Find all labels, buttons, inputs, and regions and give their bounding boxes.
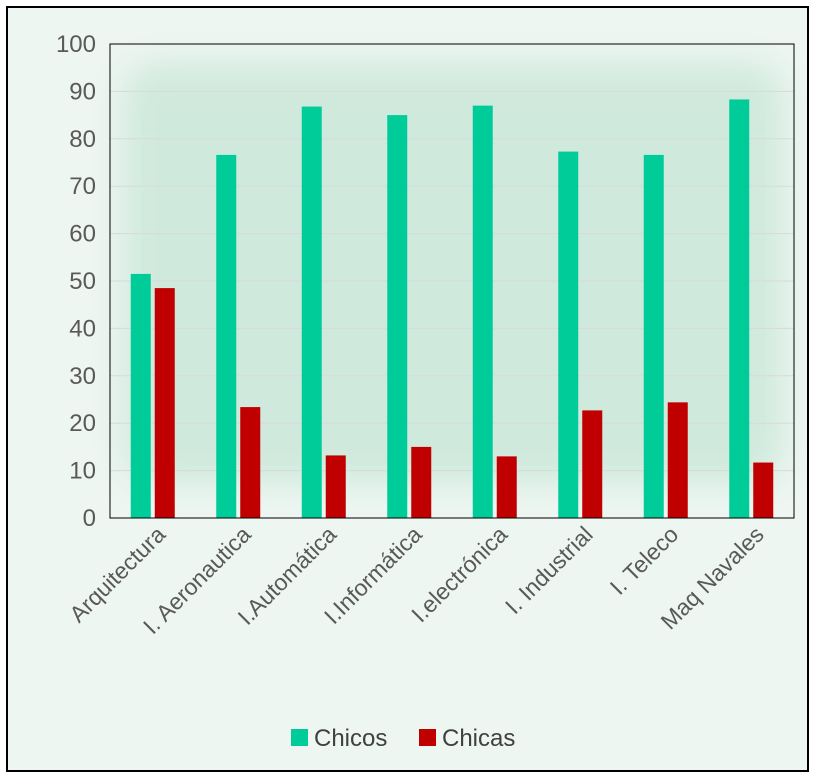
legend-swatch-chicas — [419, 729, 436, 746]
bar-chicos-2 — [301, 106, 322, 519]
bar-chicas-7 — [753, 462, 774, 518]
bar-chicas-4 — [496, 456, 517, 518]
y-tick-label: 100 — [56, 31, 96, 58]
legend-label-chicas: Chicas — [442, 725, 515, 752]
y-tick-labels: 0 10 20 30 40 50 60 70 80 90 100 — [56, 31, 96, 532]
y-tick-label: 10 — [69, 458, 96, 485]
chart-frame: 0 10 20 30 40 50 60 70 80 90 100 Arquitectura I. Ae… — [6, 6, 809, 772]
bar-chicos-0 — [130, 273, 151, 518]
bar-chicos-1 — [216, 154, 237, 518]
bar-chicas-5 — [582, 410, 603, 518]
bar-chicas-6 — [667, 402, 688, 518]
bar-chicos-7 — [729, 99, 750, 518]
y-tick-label: 0 — [83, 505, 96, 532]
bar-chicas-3 — [411, 446, 432, 518]
legend-label-chicos: Chicos — [314, 725, 387, 752]
bars — [130, 99, 774, 519]
bar-chicos-3 — [387, 115, 408, 518]
bar-chicos-6 — [643, 154, 664, 518]
y-tick-label: 40 — [69, 315, 96, 342]
y-tick-label: 50 — [69, 268, 96, 295]
legend: Chicos Chicas — [291, 725, 515, 752]
bar-chicas-1 — [240, 407, 261, 518]
bar-chicos-5 — [558, 151, 579, 518]
y-tick-label: 90 — [69, 78, 96, 105]
legend-swatch-chicos — [291, 729, 308, 746]
y-tick-label: 60 — [69, 221, 96, 248]
plot-border — [109, 43, 795, 519]
bar-chicos-4 — [472, 105, 493, 519]
x-tick-label: I. Teleco — [605, 521, 684, 600]
y-tick-label: 80 — [69, 126, 96, 153]
bar-chicas-0 — [154, 288, 175, 518]
plot-area-glow — [123, 63, 783, 483]
y-tick-label: 30 — [69, 363, 96, 390]
y-tick-label: 70 — [69, 173, 96, 200]
bar-chicas-2 — [325, 455, 346, 518]
axes — [109, 43, 795, 519]
x-tick-label: I. Industrial — [500, 521, 598, 619]
y-tick-label: 20 — [69, 410, 96, 437]
